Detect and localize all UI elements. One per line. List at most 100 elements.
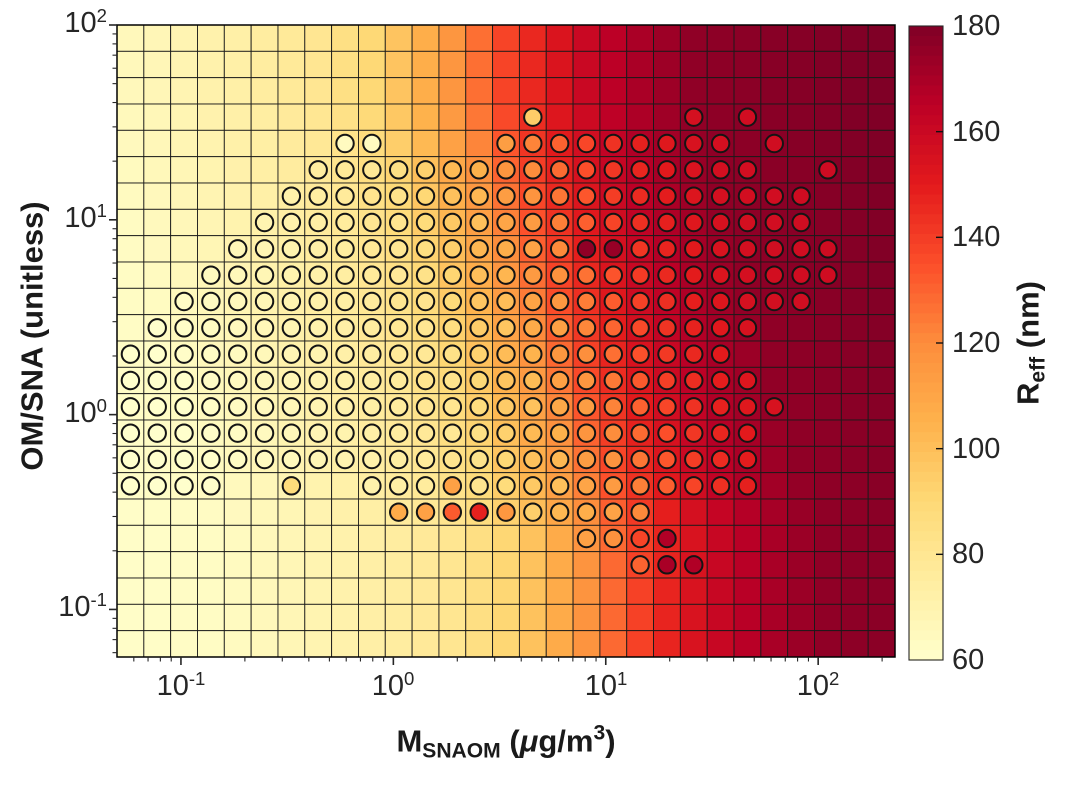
heatmap-cell: [814, 129, 842, 158]
scatter-point: [335, 133, 355, 154]
colorbar-band: [909, 570, 943, 582]
colorbar-band: [909, 372, 943, 384]
heatmap-cell: [518, 24, 547, 52]
colorbar-band: [909, 125, 943, 136]
heatmap-cell: [840, 630, 869, 658]
scatter-point: [442, 423, 463, 443]
colorbar-band: [909, 253, 943, 265]
scatter-point: [281, 318, 302, 338]
heatmap-cell: [250, 630, 279, 658]
heatmap-cell: [197, 182, 225, 210]
heatmap-cell: [197, 24, 225, 52]
scatter-point: [630, 476, 650, 496]
heatmap-cell: [760, 630, 789, 658]
heatmap-cell: [384, 630, 413, 658]
scatter-point: [549, 186, 570, 206]
heatmap-cell: [223, 524, 252, 553]
scatter-point: [576, 423, 597, 443]
heatmap-cell: [867, 50, 896, 79]
x-tick-label: 101: [584, 667, 628, 702]
heatmap-cell: [277, 498, 306, 526]
colorbar-band: [909, 531, 943, 542]
heatmap-cell: [304, 498, 333, 526]
scatter-point: [657, 476, 677, 496]
y-tick-label: 10-1: [58, 588, 107, 623]
heatmap-cell: [384, 103, 413, 131]
heatmap-cell: [760, 498, 789, 526]
colorbar-band: [909, 541, 943, 552]
scatter-point: [684, 555, 704, 575]
heatmap-cell: [840, 156, 869, 184]
heatmap-cell: [867, 129, 896, 158]
heatmap-cell: [787, 24, 815, 52]
heatmap-cell: [867, 498, 896, 526]
scatter-point: [281, 344, 302, 364]
scatter-point: [630, 239, 650, 259]
heatmap-cell: [143, 156, 172, 184]
scatter-point: [147, 397, 167, 417]
heatmap-cell: [465, 577, 494, 605]
colorbar-band: [909, 65, 943, 77]
scatter-point: [415, 291, 436, 312]
scatter-point: [388, 370, 409, 391]
scatter-point: [201, 265, 221, 285]
heatmap-cell: [626, 24, 654, 52]
scatter-point: [576, 502, 597, 522]
scatter-point: [737, 239, 758, 259]
scatter-point: [657, 449, 677, 470]
heatmap-cell: [814, 472, 842, 500]
x-tick-label: 102: [796, 667, 840, 702]
scatter-point: [630, 555, 650, 575]
scatter-point: [147, 318, 167, 338]
heatmap-cell: [143, 77, 172, 105]
colorbar-band: [909, 75, 943, 87]
scatter-point: [549, 133, 570, 154]
heatmap-cell: [223, 50, 252, 79]
heatmap-cell: [116, 498, 145, 526]
scatter-point: [710, 265, 731, 285]
heatmap-cell: [304, 603, 333, 632]
scatter-point: [335, 397, 355, 417]
scatter-point: [549, 370, 570, 391]
scatter-point: [308, 449, 328, 470]
scatter-point: [549, 318, 570, 338]
heatmap-cell: [492, 24, 520, 52]
scatter-point: [684, 476, 704, 496]
colorbar-tick-label: 120: [952, 327, 1001, 359]
scatter-point: [388, 476, 409, 496]
heatmap-cell: [492, 77, 520, 105]
scatter-point: [335, 318, 355, 338]
scatter-point: [576, 133, 597, 154]
heatmap-cell: [250, 603, 279, 632]
scatter-point: [388, 423, 409, 443]
heatmap-cell: [518, 524, 547, 553]
heatmap-cell: [197, 630, 225, 658]
scatter-point: [523, 318, 543, 338]
heatmap-cell: [116, 603, 145, 632]
scatter-point: [496, 160, 516, 180]
scatter-point: [308, 423, 328, 443]
heatmap-cell: [840, 261, 869, 289]
scatter-point: [469, 370, 489, 391]
scatter-point: [496, 397, 516, 417]
heatmap-cell: [518, 603, 547, 632]
heatmap-cell: [492, 524, 520, 553]
heatmap-cell: [304, 103, 333, 131]
scatter-point: [496, 502, 516, 522]
scatter-point: [630, 423, 650, 443]
heatmap-cell: [706, 50, 735, 79]
scatter-point: [737, 476, 758, 496]
scatter-point: [684, 212, 704, 233]
colorbar-band: [909, 501, 943, 513]
heatmap-cell: [840, 77, 869, 105]
heatmap-cell: [733, 24, 762, 52]
scatter-point: [549, 449, 570, 470]
heatmap-cell: [304, 524, 333, 553]
scatter-point: [576, 160, 597, 180]
scatter-point: [308, 265, 328, 285]
heatmap-cell: [814, 419, 842, 447]
scatter-point: [603, 423, 624, 443]
heatmap-cell: [250, 182, 279, 210]
scatter-point: [388, 212, 409, 233]
colorbar-band: [909, 273, 943, 285]
